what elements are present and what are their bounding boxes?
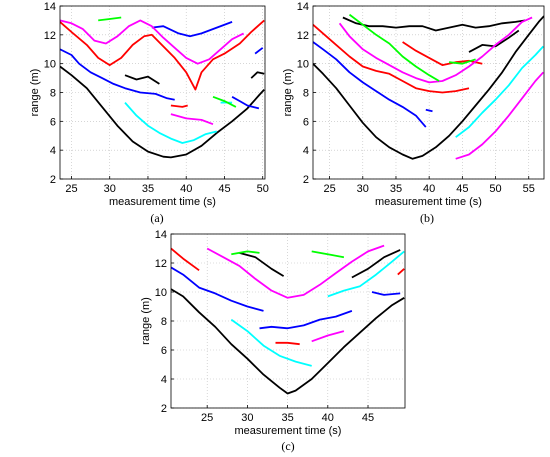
y-tick-label: 8 (50, 88, 56, 100)
panel-caption: (c) (281, 439, 294, 453)
x-tick-label: 45 (362, 412, 374, 424)
y-tick-label: 2 (303, 174, 309, 186)
y-axis-label: range (m) (140, 297, 152, 345)
series-line (342, 16, 526, 32)
series-line (60, 48, 175, 101)
x-tick-label: 35 (281, 412, 293, 424)
x-tick-label: 35 (390, 183, 402, 195)
x-tick-label: 25 (65, 183, 77, 195)
x-tick-label: 50 (489, 183, 501, 195)
x-tick-label: 45 (456, 183, 468, 195)
series-line (371, 291, 401, 296)
y-axis-label: range (m) (282, 69, 294, 117)
y-tick-label: 12 (155, 258, 167, 270)
y-tick-label: 14 (297, 1, 309, 13)
series-line (327, 250, 405, 298)
x-tick-label: 50 (257, 183, 269, 195)
series-line (60, 19, 245, 65)
series-line (313, 41, 427, 128)
series-line (171, 247, 200, 272)
series-line (171, 288, 405, 395)
series-line (60, 19, 265, 91)
series-line (230, 318, 312, 367)
series-line (212, 95, 237, 108)
series-line (254, 47, 264, 55)
series-line (170, 104, 188, 108)
chart-panel-1: 25 30 35 40 45 50 2 4 6 8 10 12 14 measurement time (… (29, 1, 269, 225)
x-tick-label: 55 (523, 183, 535, 195)
series-line (425, 108, 433, 113)
series-line (468, 29, 520, 53)
series-line (231, 96, 260, 110)
series-line (275, 341, 300, 346)
series-line (351, 249, 401, 279)
x-tick-label: 40 (423, 183, 435, 195)
y-tick-label: 2 (161, 403, 167, 415)
panel-caption: (b) (420, 211, 434, 225)
x-tick-label: 25 (323, 183, 335, 195)
y-tick-label: 14 (155, 229, 167, 241)
y-tick-label: 8 (161, 316, 167, 328)
y-tick-label: 4 (50, 145, 56, 157)
panel-caption: (a) (150, 211, 163, 225)
series-line (231, 250, 260, 256)
series-line (448, 58, 476, 65)
x-tick-label: 45 (218, 183, 230, 195)
series-line (455, 71, 544, 160)
y-tick-label: 10 (44, 59, 56, 71)
y-tick-label: 8 (303, 88, 309, 100)
series-line (98, 16, 122, 22)
y-tick-label: 4 (161, 374, 167, 386)
y-tick-label: 6 (50, 116, 56, 128)
x-axis-label: measurement time (s) (109, 196, 216, 208)
chart-panel-2: 25 30 35 40 45 50 55 2 4 6 8 10 12 14 measurement time… (282, 1, 545, 225)
x-tick-label: 30 (104, 183, 116, 195)
series-line (311, 250, 345, 259)
y-tick-label: 6 (161, 345, 167, 357)
x-tick-label: 25 (201, 412, 213, 424)
series-line (259, 310, 353, 330)
series-line (171, 266, 264, 312)
x-tick-label: 40 (180, 183, 192, 195)
x-axis-label: measurement time (s) (375, 196, 482, 208)
series-line (250, 71, 265, 79)
y-tick-label: 4 (303, 145, 309, 157)
series-line (151, 21, 233, 38)
series-line (338, 16, 533, 84)
y-tick-label: 10 (155, 287, 167, 299)
y-axis-label: range (m) (29, 69, 41, 117)
y-tick-label: 12 (44, 30, 56, 42)
series-line (170, 113, 214, 126)
series-line (455, 45, 544, 138)
series-line (206, 244, 385, 299)
y-tick-label: 12 (297, 30, 309, 42)
x-tick-label: 35 (142, 183, 154, 195)
series-line (313, 15, 544, 160)
x-tick-label: 40 (322, 412, 334, 424)
y-tick-label: 6 (303, 116, 309, 128)
y-tick-label: 2 (50, 174, 56, 186)
x-axis-label: measurement time (s) (235, 425, 342, 437)
series-line (60, 65, 265, 159)
series-line (124, 102, 218, 144)
series-line (311, 330, 345, 343)
x-tick-label: 30 (241, 412, 253, 424)
series-line (313, 24, 470, 94)
x-tick-label: 30 (357, 183, 369, 195)
series-line (124, 74, 160, 85)
series-line (239, 252, 285, 277)
y-tick-label: 10 (297, 59, 309, 71)
y-tick-label: 14 (44, 1, 56, 13)
series-line (397, 268, 405, 276)
series-line (348, 13, 440, 82)
chart-panel-3: 25 30 35 40 45 2 4 6 8 10 12 14 measurement time (s)… (140, 229, 406, 453)
